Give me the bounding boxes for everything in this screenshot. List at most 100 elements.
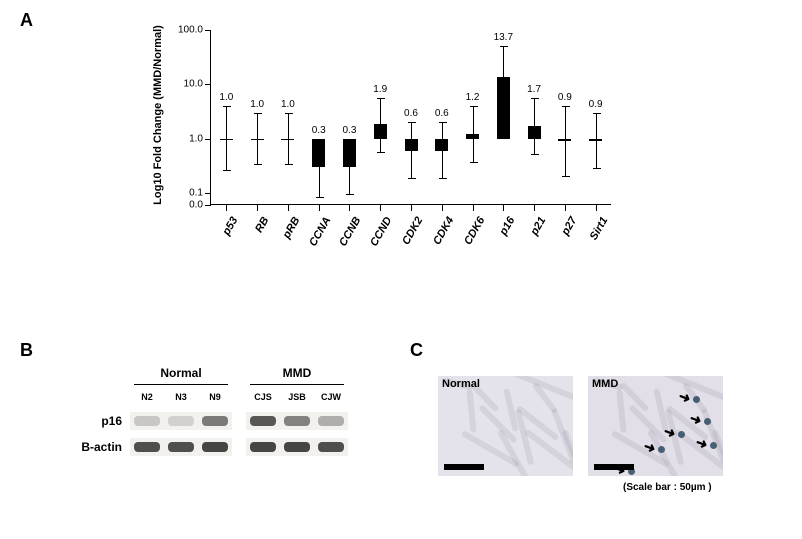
blot-band [318,416,344,426]
x-tick-label: CCNA [307,215,333,249]
micrograph: Normal [438,376,573,476]
blot-band [202,416,228,426]
value-label: 0.9 [558,92,572,103]
positive-cell [693,396,700,403]
x-tick-label: CDK2 [400,215,425,247]
micrograph: ➜➜➜➜➜➜MMD [588,376,723,476]
y-tick-label: 0.1 [189,188,211,199]
x-tick [226,205,227,211]
cell-texture [616,389,626,432]
x-tick [349,205,350,211]
sample-label: CJW [316,392,346,402]
scalebar-caption: (Scale bar : 50µm ) [623,482,712,493]
error-bar [349,139,350,196]
x-tick [411,205,412,211]
value-label: 0.9 [589,99,603,110]
x-tick [534,205,535,211]
value-label: 0.3 [312,125,326,136]
scale-bar [594,464,634,470]
panel-b-label: B [20,340,33,361]
x-tick-label: CCNB [338,215,364,249]
scale-bar [444,464,484,470]
positive-cell [710,442,717,449]
panel-a-label: A [20,10,33,31]
arrow-icon: ➜ [642,438,658,455]
x-tick [442,205,443,211]
x-tick [380,205,381,211]
positive-cell [704,418,711,425]
error-bar [288,113,289,165]
error-bar [411,122,412,179]
error-bar [442,122,443,179]
value-label: 1.0 [281,99,295,110]
y-tick-label: 1.0 [189,133,211,144]
value-label: 0.6 [435,108,449,119]
x-tick [473,205,474,211]
error-bar [257,113,258,165]
blot-band [134,442,160,452]
value-label: 13.7 [494,32,513,43]
value-label: 0.6 [404,108,418,119]
value-label: 1.0 [219,92,233,103]
x-tick-label: CDK4 [431,215,456,247]
x-tick [257,205,258,211]
positive-cell [658,446,665,453]
error-bar [226,106,227,171]
x-tick-label: p16 [498,215,518,237]
error-bar [380,98,381,152]
row-label: B-actin [70,440,122,454]
value-label: 1.9 [373,84,387,95]
arrow-icon: ➜ [694,434,710,451]
micrograph-label: Normal [442,378,480,390]
value-label: 1.2 [466,92,480,103]
blot-band [168,442,194,452]
blot-band [284,416,310,426]
blot-band [134,416,160,426]
x-tick [565,205,566,211]
blot-band [202,442,228,452]
error-bar [473,106,474,163]
value-label: 1.0 [250,99,264,110]
y-tick-label: 0.0 [189,200,211,211]
arrow-icon: ➜ [688,410,704,427]
positive-cell [678,431,685,438]
error-bar [534,98,535,155]
x-tick-label: p27 [559,215,579,237]
x-tick-label: p21 [529,215,549,237]
sample-label: N9 [200,392,230,402]
sample-label: CJS [248,392,278,402]
group-underline [250,384,344,385]
fold-change-bar-chart: Log10 Fold Change (MMD/Normal) 0.00.11.0… [140,20,620,270]
sample-label: JSB [282,392,312,402]
blot-band [284,442,310,452]
group-label: Normal [130,366,232,380]
blot-band [318,442,344,452]
x-tick [596,205,597,211]
cell-texture [466,389,476,432]
value-label: 0.3 [343,125,357,136]
error-bar [319,139,320,199]
plot-area: 0.00.11.010.0100.01.0p531.0RB1.0pRB0.3CC… [210,30,611,205]
blot-band [168,416,194,426]
error-bar [565,106,566,177]
group-label: MMD [246,366,348,380]
x-tick-label: pRB [281,215,303,241]
row-label: p16 [70,414,122,428]
y-axis-title: Log10 Fold Change (MMD/Normal) [152,25,164,205]
x-tick-label: CDK6 [462,215,487,247]
error-bar [596,113,597,169]
y-tick-label: 10.0 [184,79,211,90]
arrow-icon: ➜ [677,388,693,405]
value-label: 1.7 [527,84,541,95]
blot-band [250,416,276,426]
y-tick-label: 100.0 [178,25,211,36]
x-tick [288,205,289,211]
sample-label: N2 [132,392,162,402]
x-tick-label: RB [253,215,271,235]
x-tick-label: p53 [221,215,241,237]
micrograph-label: MMD [592,378,618,390]
panel-c-label: C [410,340,423,361]
x-tick [503,205,504,211]
error-bar [503,46,504,109]
x-tick-label: Sirt1 [587,215,610,242]
